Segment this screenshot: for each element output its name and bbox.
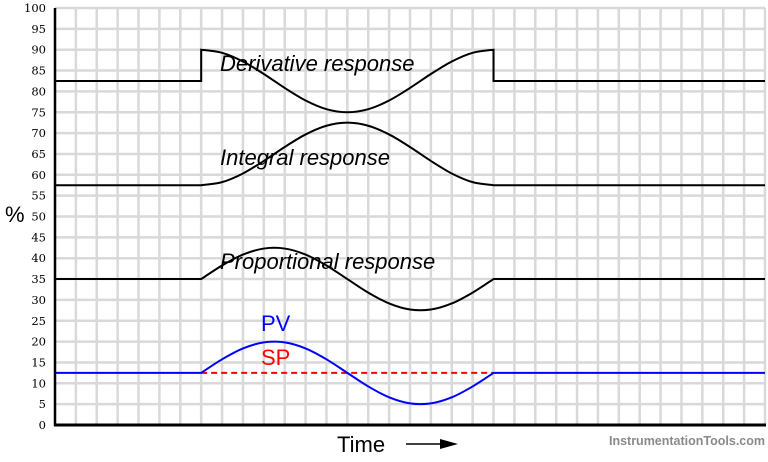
watermark: InstrumentationTools.com xyxy=(609,434,765,448)
y-tick-label: 75 xyxy=(31,105,46,119)
y-tick-label: 35 xyxy=(31,272,46,286)
label-proportional-response: Proportional response xyxy=(220,249,435,274)
y-tick-label: 90 xyxy=(31,43,46,57)
y-tick-label: 85 xyxy=(31,64,46,78)
series-derivative-response xyxy=(55,48,765,114)
y-tick-label: 15 xyxy=(31,355,46,369)
grid xyxy=(55,6,767,425)
y-tick-label: 45 xyxy=(31,230,46,244)
series-pv xyxy=(55,340,765,406)
label-pv: PV xyxy=(261,311,291,336)
y-tick-label: 20 xyxy=(31,335,46,349)
y-tick-label: 40 xyxy=(31,251,46,265)
y-tick-label: 60 xyxy=(31,168,46,182)
y-tick-label: 55 xyxy=(31,189,46,203)
y-tick-label: 30 xyxy=(31,293,46,307)
y-tick-label: 70 xyxy=(31,126,46,140)
x-axis-label: Time xyxy=(337,432,385,457)
x-axis-arrow-icon xyxy=(406,439,458,449)
y-tick-label: 95 xyxy=(31,22,46,36)
y-tick-label: 80 xyxy=(31,84,46,98)
label-sp: SP xyxy=(261,345,290,370)
y-axis-label: % xyxy=(5,202,25,227)
y-tick-label: 10 xyxy=(31,376,46,390)
y-tick-label: 5 xyxy=(39,397,46,411)
y-tick-label: 50 xyxy=(31,210,46,224)
y-tick-label: 100 xyxy=(24,1,46,15)
y-tick-labels: 0 5 10 15 20 25 30 35 40 45 50 55 60 65 70 75 80 85 90 95 10… xyxy=(24,1,46,432)
label-integral-response: Integral response xyxy=(220,145,390,170)
y-tick-label: 0 xyxy=(39,418,46,432)
y-tick-label: 25 xyxy=(31,314,46,328)
series-integral-response xyxy=(55,121,765,187)
series-lines xyxy=(55,48,765,406)
y-tick-label: 65 xyxy=(31,147,46,161)
label-derivative-response: Derivative response xyxy=(220,51,414,76)
series-proportional-response xyxy=(55,246,765,312)
